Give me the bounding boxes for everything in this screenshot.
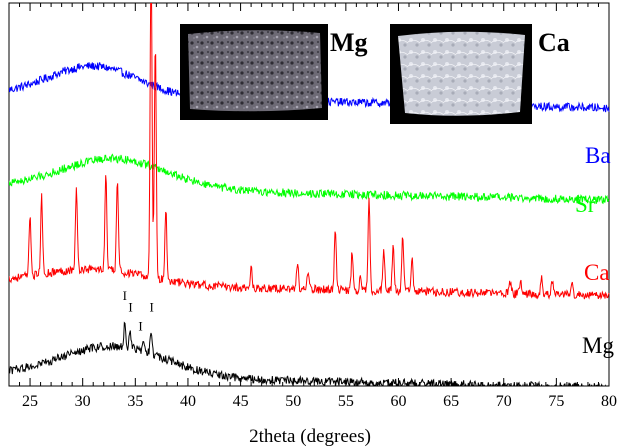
plot-frame xyxy=(8,2,610,387)
x-tick-label: 60 xyxy=(390,393,406,410)
peak-annotation: I xyxy=(149,299,153,314)
series-line-ca xyxy=(9,3,610,300)
x-tick-label: 40 xyxy=(180,393,196,410)
inset-ca-sample xyxy=(398,31,525,116)
x-tick-label: 80 xyxy=(601,393,617,410)
x-tick-label: 75 xyxy=(548,393,564,410)
x-axis: 25 30 35 40 45 50 55 60 65 70 75 80 xyxy=(8,3,617,410)
series-line-mg xyxy=(9,321,608,386)
inset-mg-label: Mg xyxy=(330,28,368,57)
inset-ca-label: Ca xyxy=(538,28,570,57)
x-tick-label: 30 xyxy=(75,393,91,410)
series-label-ba: Ba xyxy=(585,143,611,168)
x-tick-label: 70 xyxy=(496,393,512,410)
series-labels: Ba Sr Ca Mg xyxy=(575,143,614,358)
x-tick-label: 50 xyxy=(285,393,301,410)
peak-annotation: I xyxy=(138,318,142,333)
series-label-ca: Ca xyxy=(584,260,610,285)
x-tick-label: 35 xyxy=(127,393,143,410)
x-tick-label: 45 xyxy=(233,393,249,410)
series-label-sr: Sr xyxy=(575,192,596,217)
peak-annotation: I xyxy=(123,288,127,303)
x-tick-label: 25 xyxy=(22,393,38,410)
x-axis-title: 2theta (degrees) xyxy=(249,426,371,447)
inset-mg-sample xyxy=(188,30,322,112)
series-label-mg: Mg xyxy=(582,333,614,358)
inset-ca: Ca xyxy=(390,24,570,124)
peak-annotation: I xyxy=(128,299,132,314)
series-line-sr xyxy=(9,153,610,205)
x-tick-label: 55 xyxy=(338,393,354,410)
inset-mg: Mg xyxy=(180,24,368,120)
x-tick-label: 65 xyxy=(443,393,459,410)
